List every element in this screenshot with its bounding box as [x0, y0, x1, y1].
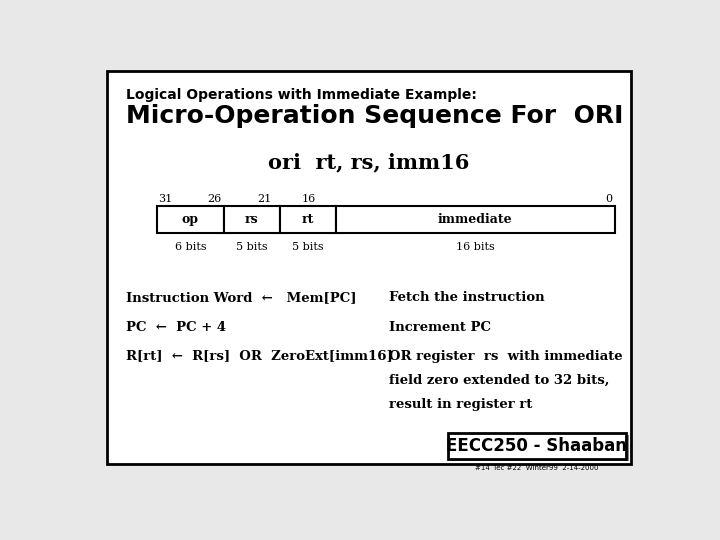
Bar [224, 206, 280, 233]
Text: PC  ←  PC + 4: PC ← PC + 4 [126, 321, 226, 334]
Bar [336, 206, 615, 233]
Text: 16 bits: 16 bits [456, 242, 495, 252]
Text: field zero extended to 32 bits,: field zero extended to 32 bits, [389, 374, 609, 387]
Text: immediate: immediate [438, 213, 513, 226]
Text: 26: 26 [207, 194, 221, 204]
Text: Increment PC: Increment PC [389, 321, 490, 334]
Bar [157, 206, 224, 233]
Text: 5 bits: 5 bits [236, 242, 268, 252]
Text: result in register rt: result in register rt [389, 398, 532, 411]
Text: #14  lec #22  Winter99  2-14-2000: #14 lec #22 Winter99 2-14-2000 [475, 465, 599, 471]
Text: 0: 0 [606, 194, 613, 204]
Text: rt: rt [302, 213, 314, 226]
Text: op: op [182, 213, 199, 226]
Text: Logical Operations with Immediate Example:: Logical Operations with Immediate Exampl… [126, 87, 477, 102]
Text: EECC250 - Shaaban: EECC250 - Shaaban [446, 437, 627, 455]
Text: Micro-Operation Sequence For  ORI: Micro-Operation Sequence For ORI [126, 104, 624, 129]
Text: 21: 21 [258, 194, 271, 204]
Bar [280, 206, 336, 233]
Text: 5 bits: 5 bits [292, 242, 323, 252]
Text: Instruction Word  ←   Mem[PC]: Instruction Word ← Mem[PC] [126, 292, 357, 305]
Text: rs: rs [245, 213, 258, 226]
Bar [449, 433, 626, 459]
Text: OR register  rs  with immediate: OR register rs with immediate [389, 349, 622, 363]
Text: 31: 31 [158, 194, 173, 204]
Text: Fetch the instruction: Fetch the instruction [389, 292, 544, 305]
Text: ori  rt, rs, imm16: ori rt, rs, imm16 [269, 152, 469, 172]
Text: R[rt]  ←  R[rs]  OR  ZeroExt[imm16]: R[rt] ← R[rs] OR ZeroExt[imm16] [126, 349, 393, 363]
Text: 16: 16 [302, 194, 316, 204]
Bar [451, 435, 629, 461]
Text: 6 bits: 6 bits [175, 242, 206, 252]
